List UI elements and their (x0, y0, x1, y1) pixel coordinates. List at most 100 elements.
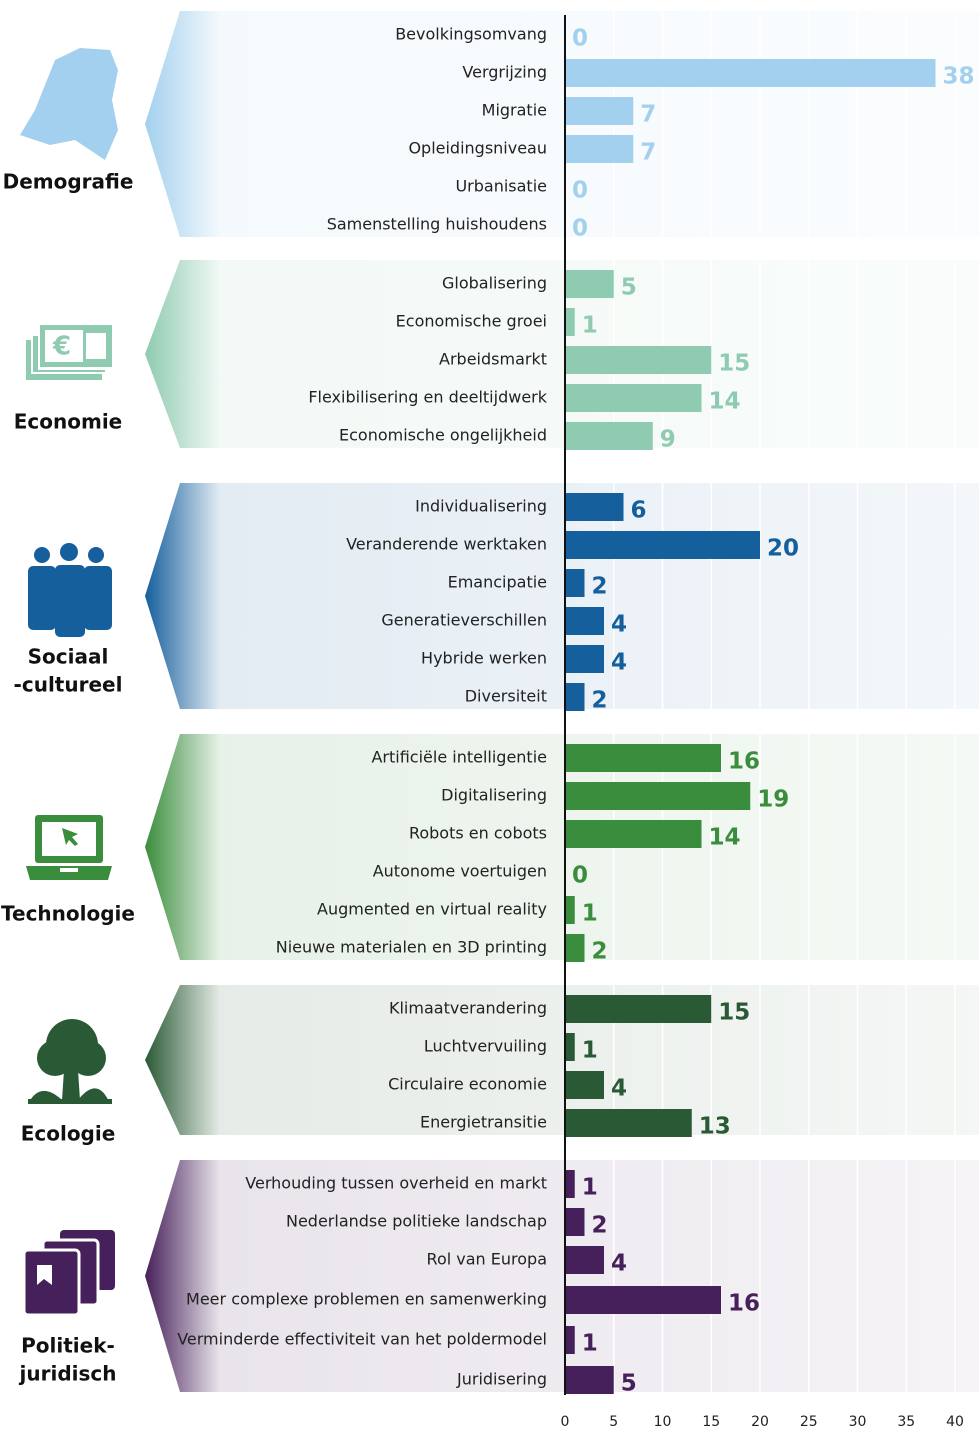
x-tick-label: 30 (849, 1414, 867, 1430)
category-label: Luchtvervuiling (424, 1037, 547, 1056)
bar (565, 135, 634, 163)
value-label: 0 (572, 178, 588, 204)
bar (565, 59, 936, 87)
value-label: 2 (592, 939, 608, 965)
value-label: 14 (709, 825, 741, 851)
value-label: 2 (592, 1213, 608, 1239)
bar (565, 1170, 575, 1198)
bar (565, 569, 585, 597)
value-label: 16 (728, 1291, 760, 1317)
x-tick-label: 15 (702, 1414, 720, 1430)
group-label: Politiek- (21, 1334, 115, 1358)
bar (565, 645, 604, 673)
category-label: Autonome voertuigen (373, 862, 547, 881)
category-label: Rol van Europa (427, 1250, 547, 1269)
category-label: Nederlandse politieke landschap (286, 1212, 547, 1231)
value-label: 2 (592, 688, 608, 714)
category-label: Verhouding tussen overheid en markt (245, 1174, 547, 1193)
group-label: juridisch (19, 1362, 117, 1386)
value-label: 7 (640, 140, 656, 166)
category-label: Migratie (482, 101, 547, 120)
value-label: 6 (631, 498, 647, 524)
value-label: 4 (611, 1076, 627, 1102)
bar (565, 1286, 721, 1314)
x-tick-label: 25 (800, 1414, 818, 1430)
bar (565, 1326, 575, 1354)
category-label: Circulaire economie (388, 1075, 547, 1094)
group-panel (145, 1160, 979, 1392)
people-icon (28, 543, 112, 637)
category-label: Robots en cobots (409, 824, 547, 843)
value-label: 7 (640, 102, 656, 128)
value-label: 9 (660, 427, 676, 453)
value-label: 15 (718, 1000, 750, 1026)
x-tick-label: 10 (654, 1414, 672, 1430)
value-label: 0 (572, 26, 588, 52)
category-label: Digitalisering (441, 786, 547, 805)
bar (565, 422, 653, 450)
category-label: Verminderde effectiviteit van het polder… (177, 1330, 547, 1349)
bar (565, 934, 585, 962)
value-label: 4 (611, 650, 627, 676)
value-label: 13 (699, 1114, 731, 1140)
category-label: Diversiteit (465, 687, 547, 706)
category-label: Individualisering (415, 497, 547, 516)
category-label: Bevolkingsomvang (395, 25, 547, 44)
bar (565, 995, 712, 1023)
value-label: 1 (582, 1175, 598, 1201)
category-label: Opleidingsniveau (408, 139, 547, 158)
value-label: 4 (611, 1251, 627, 1277)
group-panel (145, 260, 979, 448)
bar (565, 1208, 585, 1236)
bar (565, 1246, 604, 1274)
map-icon (20, 48, 118, 160)
bar (565, 1109, 692, 1137)
bar (565, 683, 585, 711)
value-label: 14 (709, 389, 741, 415)
x-tick-label: 20 (751, 1414, 769, 1430)
group-panel (145, 734, 979, 960)
category-label: Artificiële intelligentie (371, 748, 547, 767)
bar (565, 744, 721, 772)
category-label: Emancipatie (448, 573, 547, 592)
group-label: Sociaal (28, 645, 109, 669)
category-label: Economische groei (396, 312, 547, 331)
category-label: Globalisering (442, 274, 547, 293)
group-label: Ecologie (21, 1122, 116, 1146)
category-label: Hybride werken (421, 649, 547, 668)
value-label: 1 (582, 313, 598, 339)
bar (565, 607, 604, 635)
books-icon (22, 1230, 115, 1317)
group-label: -cultureel (14, 673, 123, 697)
category-label: Vergrijzing (462, 63, 547, 82)
icons: € (20, 48, 118, 1317)
value-label: 1 (582, 1038, 598, 1064)
category-label: Klimaatverandering (389, 999, 547, 1018)
laptop-icon (26, 815, 112, 880)
group-panel (145, 483, 979, 709)
category-label: Veranderende werktaken (346, 535, 547, 554)
value-label: 16 (728, 749, 760, 775)
marks: 0387700511514962024421619140121514131241… (565, 26, 975, 1397)
x-tick-label: 0 (561, 1414, 570, 1430)
category-label: Arbeidsmarkt (439, 350, 547, 369)
category-label: Economische ongelijkheid (339, 426, 547, 445)
group-label: Economie (14, 410, 123, 434)
category-label: Generatieverschillen (381, 611, 547, 630)
x-tick-label: 35 (897, 1414, 915, 1430)
category-label: Nieuwe materialen en 3D printing (276, 938, 547, 957)
bar (565, 782, 751, 810)
value-label: 15 (718, 351, 750, 377)
group-label: Demografie (3, 170, 134, 194)
value-label: 20 (767, 536, 799, 562)
value-label: 5 (621, 1371, 637, 1397)
value-label: 0 (572, 863, 588, 889)
group-panel (145, 985, 979, 1135)
value-label: 1 (582, 901, 598, 927)
bar (565, 896, 575, 924)
bar (565, 820, 702, 848)
category-label: Juridisering (456, 1370, 547, 1389)
category-label: Meer complexe problemen en samenwerking (186, 1290, 547, 1309)
bar (565, 493, 624, 521)
